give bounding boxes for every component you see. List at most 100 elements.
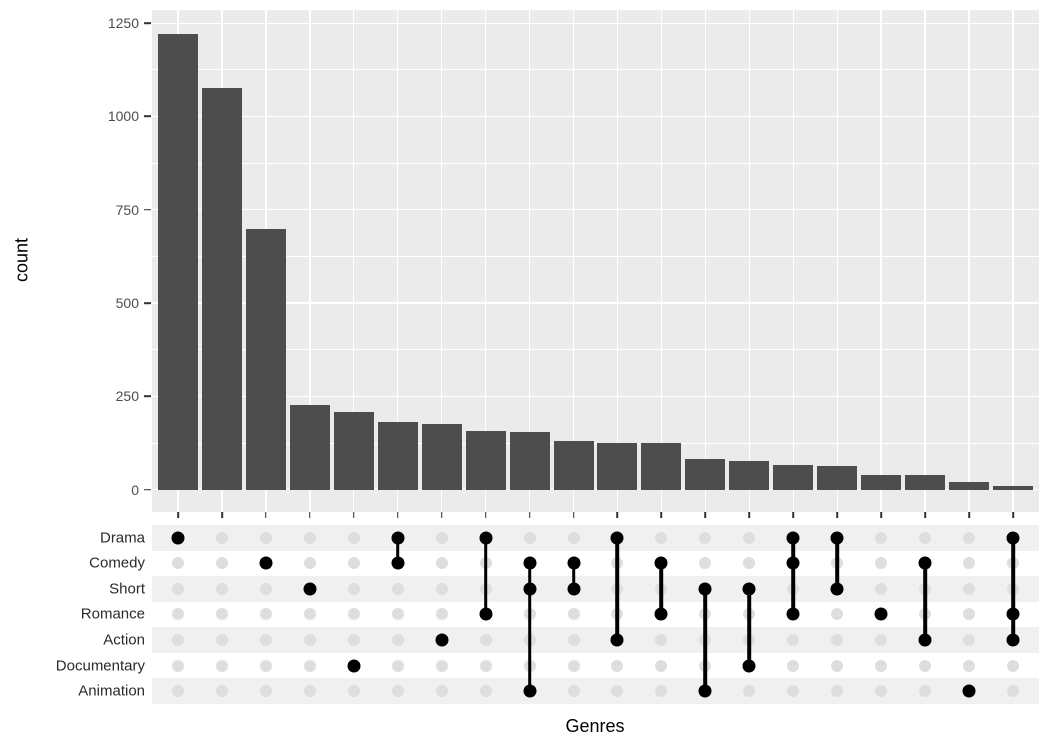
- matrix-dot-empty: [787, 633, 800, 646]
- matrix-dot-filled: [523, 684, 537, 698]
- matrix-dot-empty: [963, 633, 976, 646]
- matrix-dot-empty: [215, 608, 228, 621]
- matrix-dot-empty: [919, 531, 932, 544]
- matrix-dot-empty: [479, 685, 492, 698]
- gridline-major-horizontal: [152, 395, 1039, 397]
- matrix-dot-empty: [1006, 685, 1019, 698]
- y-axis-title: count: [11, 237, 32, 283]
- matrix-connector-segment: [747, 588, 752, 666]
- matrix-dot-empty: [215, 557, 228, 570]
- matrix-dot-empty: [567, 685, 580, 698]
- matrix-dot-empty: [259, 685, 272, 698]
- matrix-dot-empty: [611, 659, 624, 672]
- bar-17: [861, 474, 902, 490]
- matrix-dot-filled: [523, 582, 537, 596]
- matrix-dot-filled: [742, 659, 756, 673]
- set-label-action: Action: [103, 631, 145, 649]
- set-label-romance: Romance: [80, 605, 145, 623]
- y-tick-mark: [144, 115, 151, 118]
- matrix-dot-filled: [918, 633, 932, 647]
- matrix-connector-segment: [659, 563, 664, 615]
- gridline-major-vertical: [704, 10, 707, 512]
- matrix-dot-empty: [347, 633, 360, 646]
- gridline-major-vertical: [748, 10, 750, 512]
- x-tick-mark: [309, 512, 311, 518]
- bar-6: [377, 422, 418, 490]
- matrix-dot-empty: [435, 608, 448, 621]
- bar-11: [597, 442, 638, 490]
- matrix-dot-empty: [831, 608, 844, 621]
- matrix-dot-empty: [259, 582, 272, 595]
- bar-2: [201, 87, 242, 490]
- gridline-major-vertical: [924, 10, 926, 512]
- matrix-dot-filled: [874, 607, 888, 621]
- matrix-dot-filled: [567, 556, 581, 570]
- matrix-dot-filled: [1006, 531, 1020, 545]
- matrix-dot-empty: [655, 633, 668, 646]
- matrix-dot-empty: [919, 685, 932, 698]
- matrix-dot-empty: [303, 633, 316, 646]
- matrix-dot-empty: [875, 659, 888, 672]
- matrix-dot-empty: [215, 531, 228, 544]
- gridline-major-vertical: [1012, 10, 1014, 512]
- matrix-dot-filled: [171, 531, 185, 545]
- bar-20: [992, 486, 1033, 490]
- matrix-dot-empty: [172, 685, 184, 698]
- matrix-dot-empty: [875, 531, 888, 544]
- matrix-dot-empty: [303, 608, 316, 621]
- matrix-dot-empty: [172, 557, 184, 570]
- matrix-dot-filled: [523, 556, 537, 570]
- bar-8: [465, 431, 506, 490]
- gridline-major-vertical: [616, 10, 619, 512]
- gridline-major-vertical: [968, 10, 970, 512]
- matrix-dot-empty: [172, 608, 184, 621]
- matrix-dot-empty: [963, 531, 976, 544]
- x-axis-title: Genres: [565, 716, 625, 736]
- y-tick-label: 250: [115, 388, 139, 405]
- matrix-dot-empty: [347, 582, 360, 595]
- x-tick-mark: [265, 512, 267, 518]
- matrix-dot-empty: [875, 557, 888, 570]
- set-label-animation: Animation: [78, 682, 145, 700]
- matrix-dot-empty: [259, 608, 272, 621]
- matrix-dot-empty: [303, 685, 316, 698]
- bar-chart-panel: [152, 10, 1039, 512]
- gridline-major-horizontal: [152, 22, 1039, 24]
- matrix-dot-empty: [391, 659, 404, 672]
- matrix-dot-empty: [435, 659, 448, 672]
- matrix-dot-empty: [699, 557, 712, 570]
- matrix-dot-empty: [172, 582, 184, 595]
- matrix-dot-empty: [259, 659, 272, 672]
- matrix-dot-empty: [875, 582, 888, 595]
- x-tick-mark: [704, 512, 707, 518]
- matrix-connector-segment: [1011, 537, 1015, 640]
- matrix-stripe-row: [152, 525, 1039, 551]
- matrix-dot-empty: [391, 633, 404, 646]
- x-tick-mark: [1012, 512, 1014, 518]
- gridline-major-horizontal: [152, 209, 1039, 211]
- matrix-dot-filled: [654, 556, 668, 570]
- matrix-connector-segment: [527, 563, 532, 692]
- matrix-dot-empty: [611, 685, 624, 698]
- matrix-stripe-row: [152, 627, 1039, 653]
- x-tick-mark: [924, 512, 926, 518]
- y-tick-mark: [144, 302, 151, 304]
- matrix-dot-filled: [830, 582, 844, 596]
- matrix-dot-filled: [786, 556, 800, 570]
- set-label-documentary: Documentary: [55, 657, 145, 675]
- matrix-dot-empty: [1006, 659, 1019, 672]
- matrix-stripe-row: [152, 576, 1039, 602]
- matrix-dot-filled: [786, 607, 800, 621]
- x-tick-mark: [177, 512, 179, 518]
- y-tick-mark: [144, 488, 151, 491]
- gridline-major-horizontal: [152, 115, 1039, 118]
- bar-14: [729, 460, 770, 490]
- gridline-major-vertical: [397, 10, 399, 512]
- matrix-dot-filled: [610, 633, 624, 647]
- matrix-dot-empty: [172, 633, 184, 646]
- matrix-dot-empty: [215, 685, 228, 698]
- matrix-dot-empty: [963, 608, 976, 621]
- x-tick-mark: [880, 512, 882, 518]
- matrix-dot-filled: [1006, 607, 1020, 621]
- matrix-stripe-row: [152, 678, 1039, 704]
